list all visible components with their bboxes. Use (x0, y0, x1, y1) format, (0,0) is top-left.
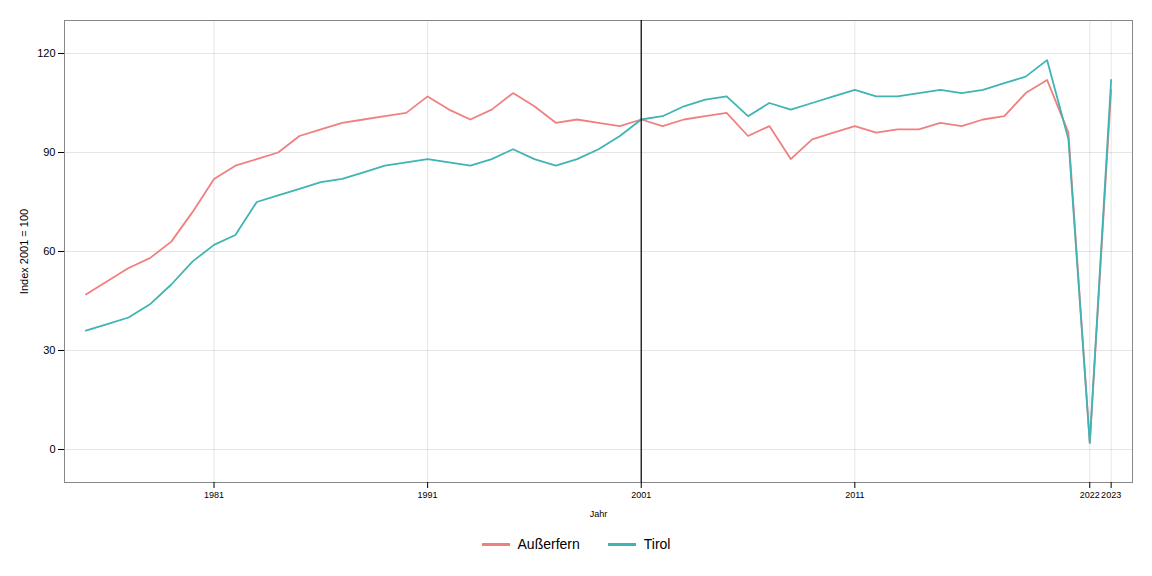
svg-text:1991: 1991 (418, 490, 438, 500)
svg-text:60: 60 (43, 245, 55, 257)
svg-text:1981: 1981 (204, 490, 224, 500)
svg-text:90: 90 (43, 146, 55, 158)
svg-text:30: 30 (43, 344, 55, 356)
svg-text:0: 0 (49, 443, 55, 455)
svg-text:2022: 2022 (1080, 490, 1100, 500)
svg-text:Jahr: Jahr (590, 509, 608, 519)
svg-text:Index 2001 = 100: Index 2001 = 100 (18, 209, 30, 294)
svg-text:2023: 2023 (1101, 490, 1121, 500)
svg-text:2011: 2011 (845, 490, 864, 500)
svg-text:2001: 2001 (631, 490, 651, 500)
svg-text:120: 120 (37, 47, 55, 59)
html-text:Außerfern: Außerfern (517, 536, 580, 552)
html-text:Tirol: Tirol (643, 536, 671, 552)
